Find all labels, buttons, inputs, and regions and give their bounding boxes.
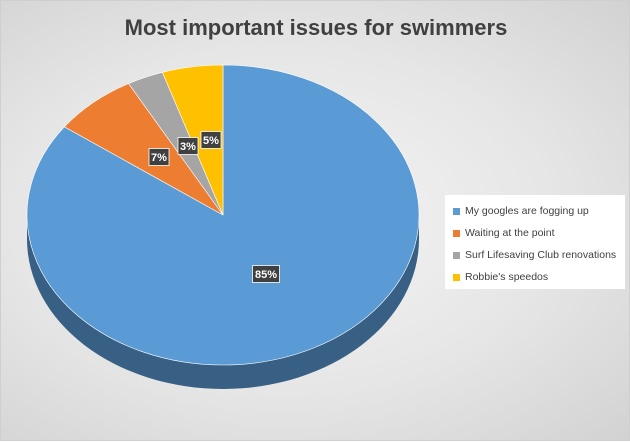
pie-top xyxy=(26,64,420,366)
legend-swatch xyxy=(453,251,460,259)
legend-item: Robbie's speedos xyxy=(453,266,625,288)
pie-sides xyxy=(27,215,419,389)
data-label-box xyxy=(252,265,280,283)
data-label-box xyxy=(200,131,222,149)
legend-item: My googles are fogging up xyxy=(453,200,625,222)
pie-side-googles xyxy=(27,215,419,389)
chart-title: Most important issues for swimmers xyxy=(124,15,508,40)
data-label-text: 85% xyxy=(255,269,277,281)
data-label-text: 7% xyxy=(151,152,167,164)
data-label-text: 5% xyxy=(203,135,219,147)
legend-label: Robbie's speedos xyxy=(465,271,549,283)
legend-swatch xyxy=(453,207,460,215)
data-label-speedos: 5% xyxy=(200,131,222,149)
legend-item: Surf Lifesaving Club renovations xyxy=(453,244,625,266)
legend-swatch xyxy=(453,273,460,281)
pie-labels: 85% 7% 3% 5% xyxy=(148,131,280,283)
legend: My googles are fogging up Waiting at the… xyxy=(445,195,625,289)
data-label-box xyxy=(177,137,199,155)
legend-label: Surf Lifesaving Club renovations xyxy=(465,249,617,261)
legend-item: Waiting at the point xyxy=(453,222,625,244)
legend-label: Waiting at the point xyxy=(465,227,555,239)
data-label-lifesaving-club: 3% xyxy=(177,137,199,155)
data-label-box xyxy=(148,148,170,166)
legend-swatch xyxy=(453,229,460,237)
data-label-waiting-at-point: 7% xyxy=(148,148,170,166)
data-label-googles: 85% xyxy=(252,265,280,283)
data-label-text: 3% xyxy=(180,141,196,153)
legend-label: My googles are fogging up xyxy=(465,205,589,217)
